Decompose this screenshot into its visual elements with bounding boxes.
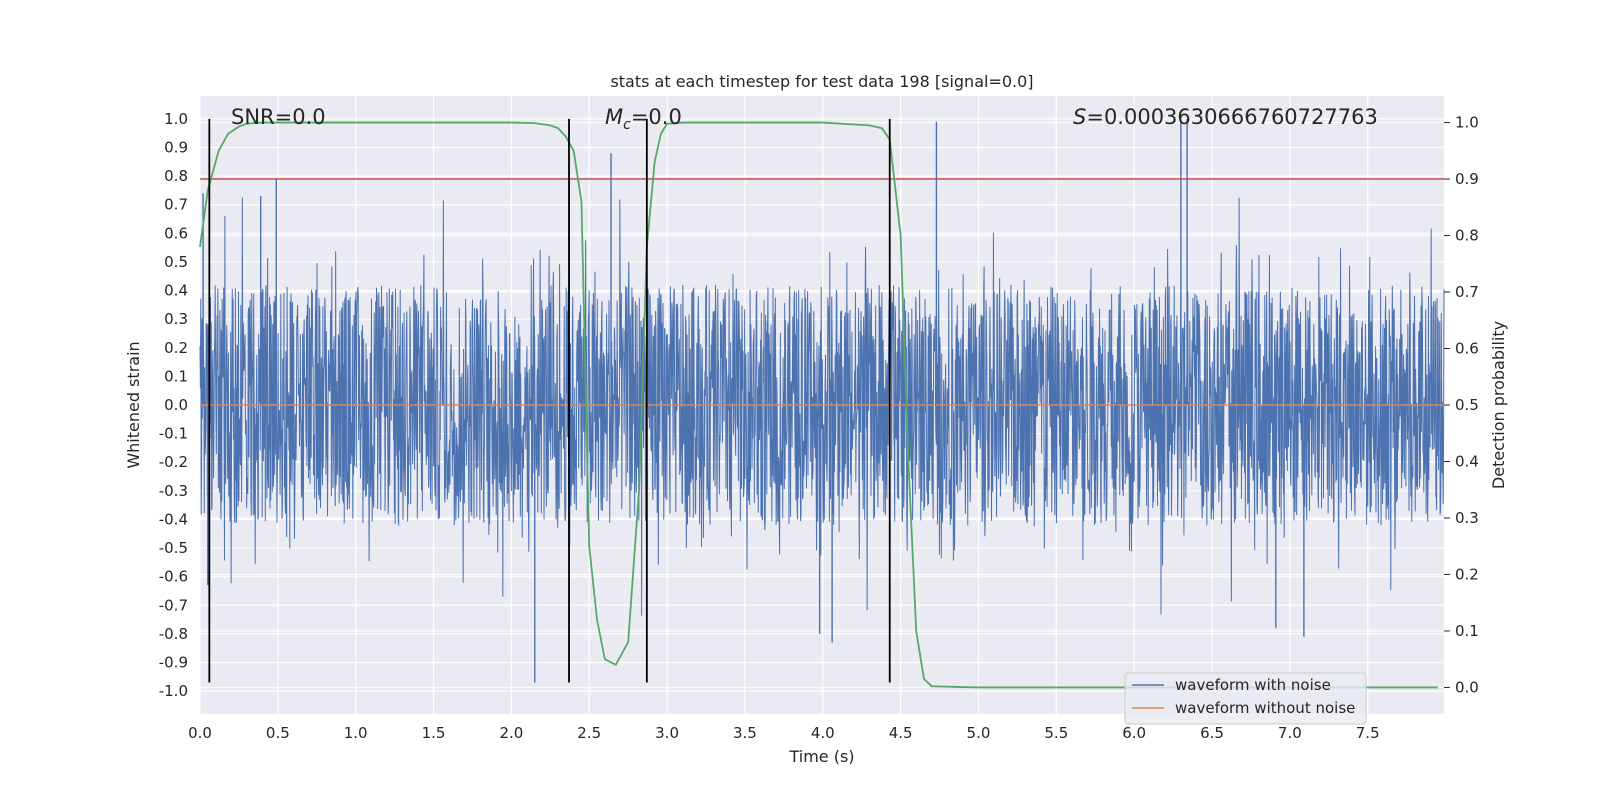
y-tick-label-left: 0.9 bbox=[164, 139, 188, 157]
x-tick-label: 4.5 bbox=[889, 724, 913, 742]
y-tick-label-left: 0.4 bbox=[164, 282, 188, 300]
y-tick-label-left: -0.4 bbox=[159, 510, 188, 528]
y-tick-label-left: -0.9 bbox=[159, 654, 188, 672]
x-tick-label: 0.5 bbox=[266, 724, 290, 742]
chirp-mass-value: =0.0 bbox=[631, 105, 682, 129]
noisy-waveform-line bbox=[199, 197, 1445, 616]
x-tick-label: 0.0 bbox=[188, 724, 212, 742]
y-tick-label-left: 0.5 bbox=[164, 253, 188, 271]
y-tick-label-right: 1.0 bbox=[1455, 114, 1479, 132]
y-tick-label-left: 0.0 bbox=[164, 396, 188, 414]
y-tick-label-left: 0.8 bbox=[164, 167, 188, 185]
y-tick-label-right: 0.3 bbox=[1455, 509, 1479, 527]
ticks-layer: 0.0 0.5 1.0 1.5 2.0 2.5 3.0 3.5 4.0 4.5 5.0 5.5 6.0 6… bbox=[159, 110, 1479, 742]
y-tick-label-right: 0.0 bbox=[1455, 678, 1479, 696]
chart-title: stats at each timestep for test data 198… bbox=[610, 72, 1033, 91]
statistic-value: =0.0003630666760727763 bbox=[1086, 105, 1378, 129]
marks-layer bbox=[199, 118, 1444, 689]
y-tick-label-right: 0.4 bbox=[1455, 452, 1479, 470]
y-axis-label-right: Detection probability bbox=[1489, 321, 1508, 489]
chirp-mass-subscript: c bbox=[623, 117, 631, 133]
x-tick-label: 7.5 bbox=[1356, 724, 1380, 742]
y-tick-label-left: 0.6 bbox=[164, 224, 188, 242]
x-tick-label: 1.0 bbox=[344, 724, 368, 742]
x-tick-label: 6.5 bbox=[1200, 724, 1224, 742]
y-tick-label-left: 0.2 bbox=[164, 339, 188, 357]
x-tick-label: 2.0 bbox=[499, 724, 523, 742]
x-tick-label: 7.0 bbox=[1278, 724, 1302, 742]
detection-probability-line bbox=[199, 121, 1438, 689]
x-tick-label: 3.0 bbox=[655, 724, 679, 742]
y-tick-label-right: 0.8 bbox=[1455, 227, 1479, 245]
chirp-mass-symbol: M bbox=[605, 105, 623, 129]
x-tick-label: 1.5 bbox=[422, 724, 446, 742]
legend-box bbox=[1124, 672, 1367, 725]
y-tick-label-left: -0.8 bbox=[159, 625, 188, 643]
y-tick-label-left: -0.3 bbox=[159, 482, 188, 500]
x-tick-label: 6.0 bbox=[1122, 724, 1146, 742]
chirp-mass-annotation: Mc=0.0 bbox=[605, 105, 682, 133]
statistic-annotation: S=0.0003630666760727763 bbox=[1073, 105, 1378, 129]
y-tick-label-left: -0.1 bbox=[159, 425, 188, 443]
y-tick-label-left: -0.5 bbox=[159, 539, 188, 557]
y-tick-label-left: 0.3 bbox=[164, 310, 188, 328]
x-tick-label: 5.5 bbox=[1044, 724, 1068, 742]
x-tick-label: 5.0 bbox=[967, 724, 991, 742]
x-tick-label: 4.0 bbox=[811, 724, 835, 742]
y-tick-label-left: -0.2 bbox=[159, 453, 188, 471]
x-tick-label: 2.5 bbox=[577, 724, 601, 742]
y-tick-label-right: 0.2 bbox=[1455, 565, 1479, 583]
statistic-symbol: S bbox=[1073, 105, 1086, 129]
y-tick-label-right: 0.5 bbox=[1455, 396, 1479, 414]
legend-label-clean: waveform without noise bbox=[1175, 699, 1355, 717]
y-axis-label-left: Whitened strain bbox=[124, 341, 143, 468]
y-tick-label-left: 0.1 bbox=[164, 367, 188, 385]
x-tick-label: 3.5 bbox=[733, 724, 757, 742]
y-tick-label-left: -0.7 bbox=[159, 596, 188, 614]
y-tick-label-left: -1.0 bbox=[159, 682, 188, 700]
legend: waveform with noise waveform without noi… bbox=[1124, 672, 1367, 725]
y-tick-label-left: -0.6 bbox=[159, 568, 188, 586]
y-tick-label-right: 0.7 bbox=[1455, 283, 1479, 301]
legend-label-noisy: waveform with noise bbox=[1175, 676, 1331, 694]
y-tick-label-right: 0.9 bbox=[1455, 170, 1479, 188]
y-tick-label-right: 0.1 bbox=[1455, 622, 1479, 640]
x-axis-label: Time (s) bbox=[788, 747, 854, 766]
y-tick-label-left: 0.7 bbox=[164, 196, 188, 214]
y-tick-label-right: 0.6 bbox=[1455, 340, 1479, 358]
snr-annotation: SNR=0.0 bbox=[231, 105, 326, 129]
y-tick-label-left: 1.0 bbox=[164, 110, 188, 128]
